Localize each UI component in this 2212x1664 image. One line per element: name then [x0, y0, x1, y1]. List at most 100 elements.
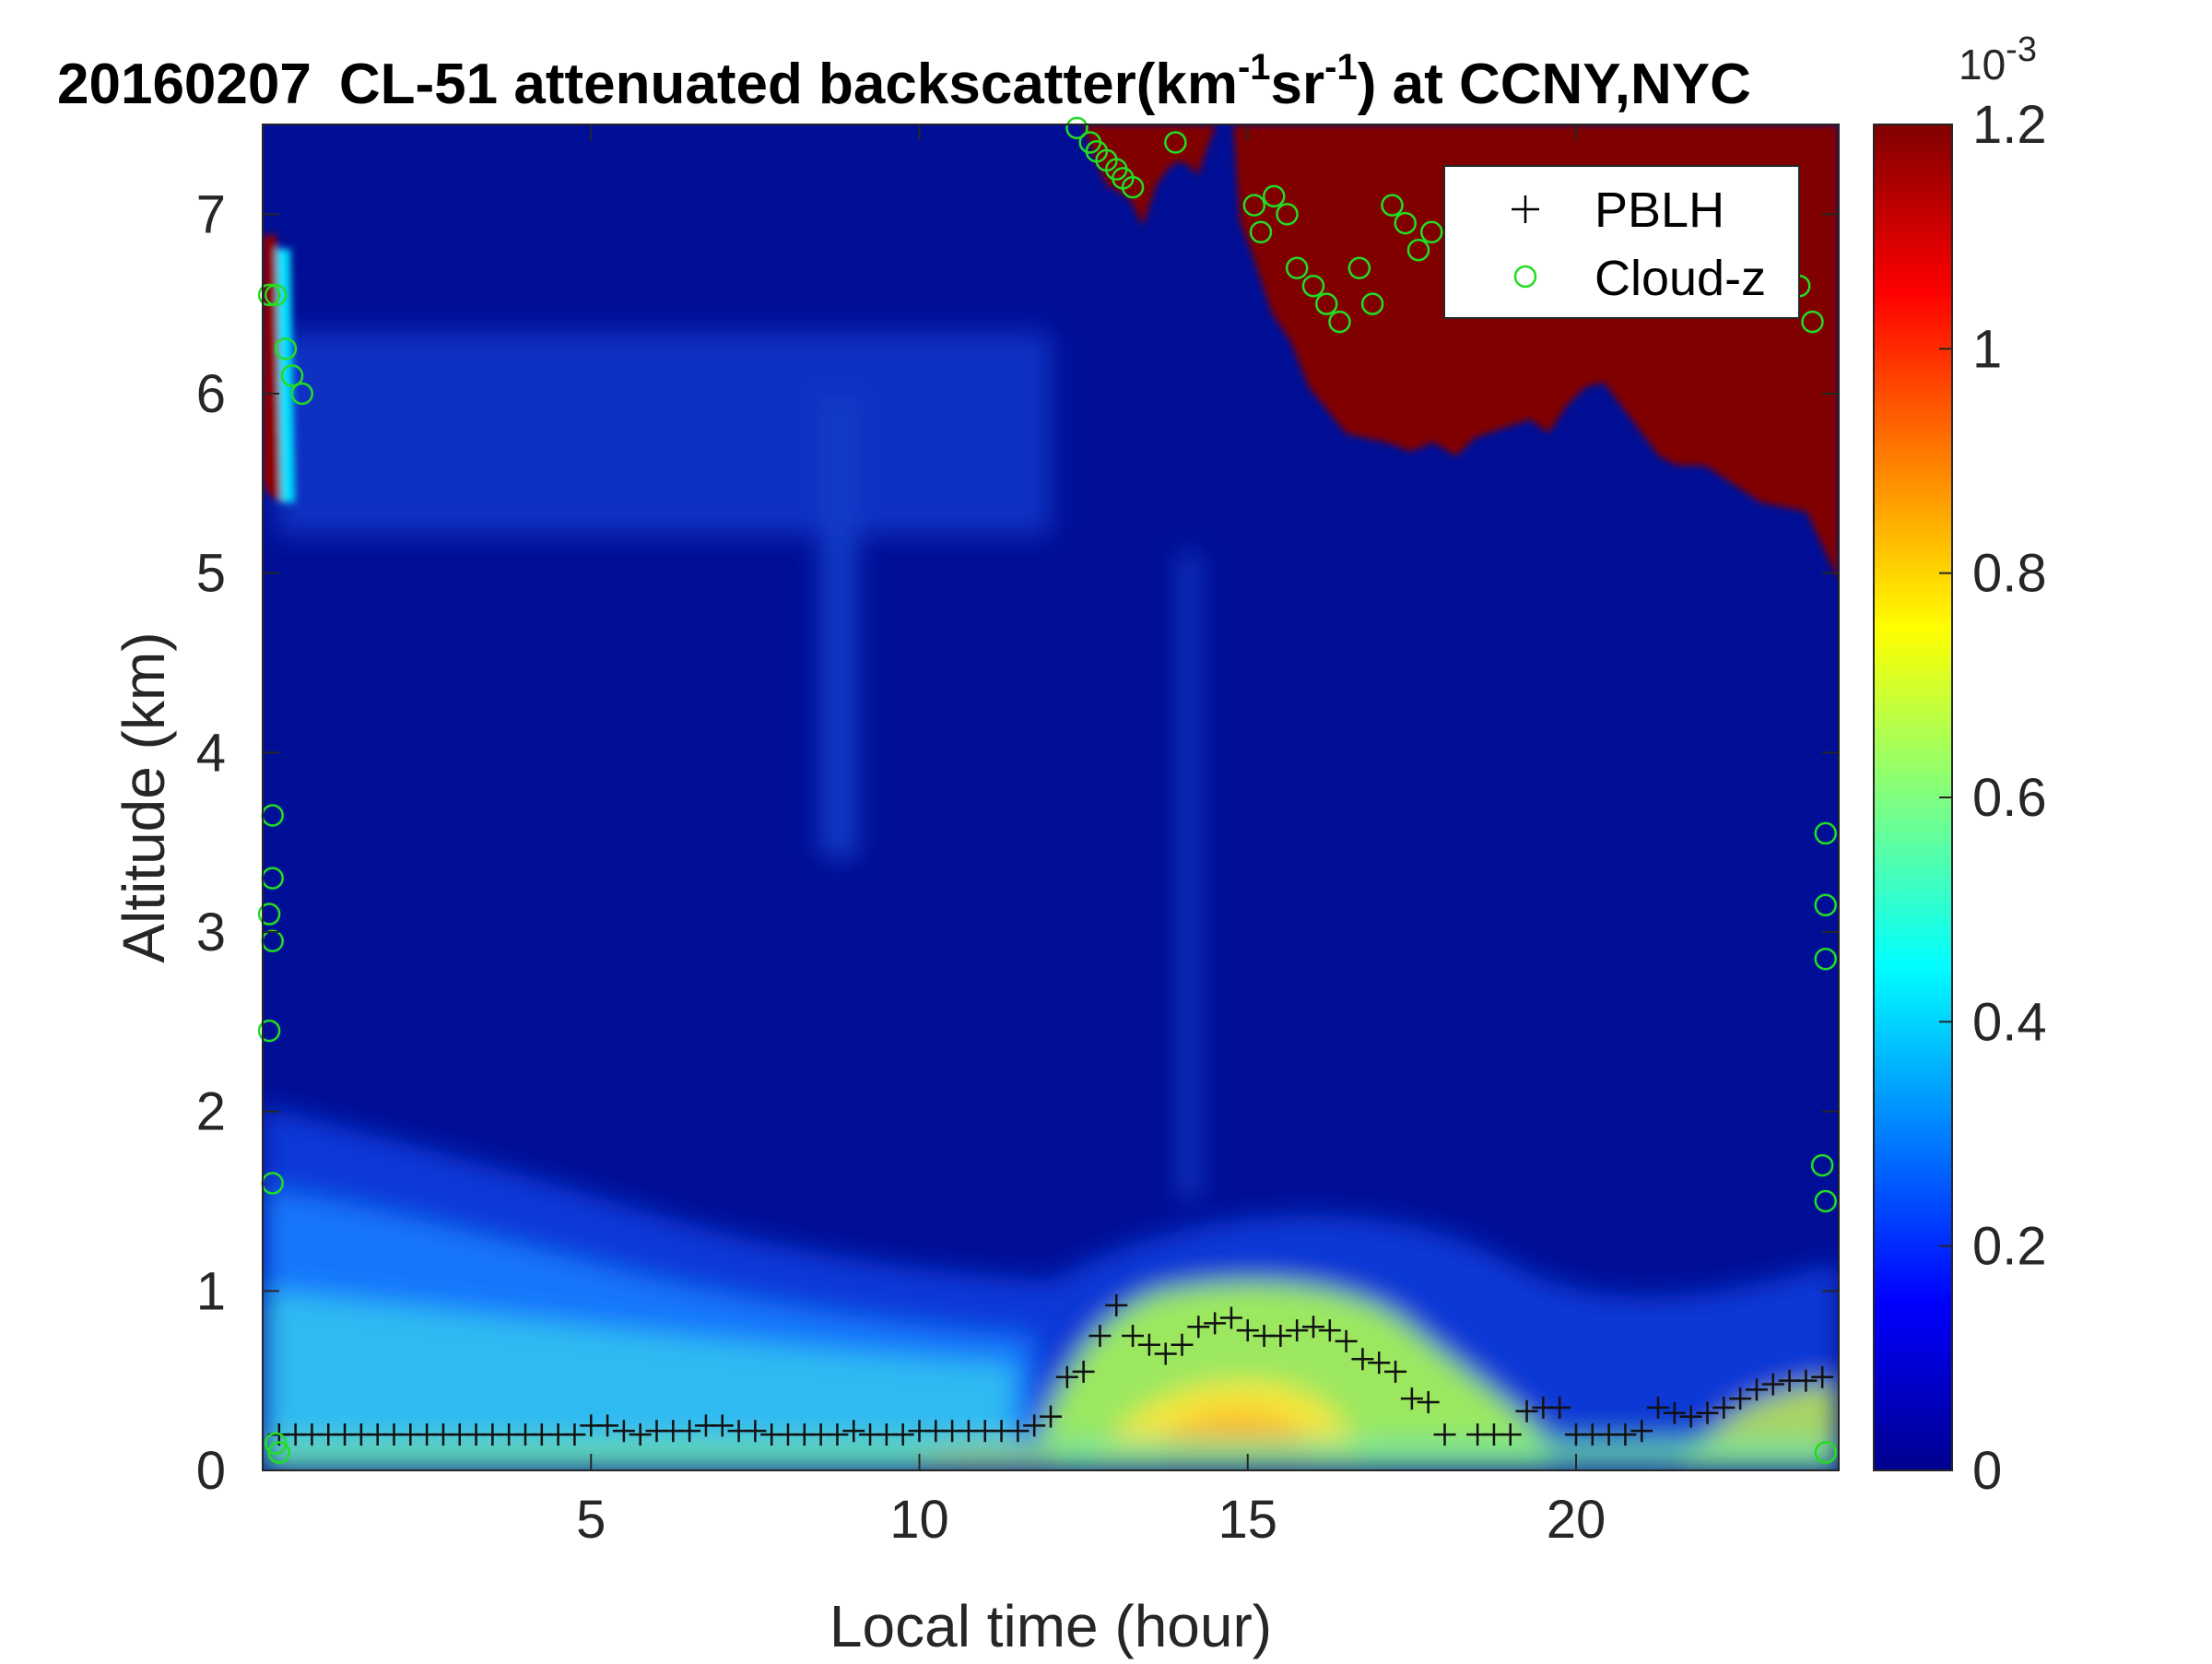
cloud-z-marker: [1814, 893, 1837, 917]
pblh-marker: [1236, 1319, 1259, 1342]
pblh-marker: [1137, 1333, 1160, 1356]
legend-cloud-marker: [1513, 265, 1537, 289]
cloud-z-series: [257, 116, 1837, 1464]
pblh-marker: [563, 1423, 586, 1446]
aerosol-layer: [263, 1106, 1839, 1470]
chart-title: 20160207 CL-51 attenuated backscatter(km-…: [57, 47, 1751, 116]
cloud-z-marker: [1164, 131, 1187, 154]
pblh-series: [267, 1293, 1834, 1446]
colorbar-exponent-power: -3: [2006, 30, 2037, 69]
pblh-marker: [1679, 1405, 1702, 1428]
cloud-z-marker: [1394, 211, 1417, 235]
pblh-marker: [1072, 1360, 1095, 1383]
cloud-z-marker: [1381, 194, 1404, 217]
colorbar: 0 0.2 0.4 0.6 0.8 1 1.2 10-3: [1873, 30, 2047, 1501]
pblh-marker: [1006, 1420, 1030, 1443]
cloud-z-marker: [257, 1019, 281, 1043]
cloud-z-marker: [1121, 175, 1145, 199]
pblh-marker: [1187, 1316, 1210, 1339]
pblh-marker: [596, 1414, 619, 1437]
pblh-marker: [1105, 1293, 1128, 1316]
cloud-z-marker: [257, 903, 281, 926]
pblh-marker: [744, 1420, 767, 1443]
pblh-marker: [1302, 1316, 1324, 1339]
colorbar-tick-label: 0.2: [1972, 1217, 2047, 1277]
pblh-marker: [1154, 1342, 1177, 1365]
cloud-z-marker: [1814, 1189, 1837, 1213]
pblh-marker: [1417, 1391, 1440, 1414]
pblh-marker: [612, 1420, 635, 1443]
cloud-z-marker: [265, 283, 288, 307]
legend-box: [1443, 165, 1800, 319]
title-date: 20160207: [57, 53, 312, 116]
pblh-marker: [842, 1420, 865, 1443]
pblh-marker: [826, 1423, 849, 1446]
pblh-marker: [1088, 1325, 1112, 1347]
x-tick-label: 20: [1547, 1490, 1606, 1550]
cloud-z-marker: [1301, 274, 1325, 298]
legend: PBLH Cloud-z: [1443, 165, 1800, 319]
cloud-z-marker: [1328, 310, 1351, 334]
plot-area: [263, 124, 1839, 1470]
pblh-marker: [1712, 1396, 1735, 1419]
cloud-z-marker: [1285, 256, 1309, 279]
pblh-marker: [1499, 1423, 1522, 1446]
y-tick-label: 6: [196, 364, 226, 424]
colorbar-tick-label: 0.6: [1972, 768, 2047, 828]
y-tick-label: 0: [196, 1441, 226, 1501]
cloud-z-marker: [1276, 203, 1299, 226]
colorbar-exponent: 10-3: [1959, 30, 2037, 89]
x-tick-label: 15: [1218, 1490, 1277, 1550]
cloud-z-marker: [1810, 1153, 1834, 1177]
pblh-marker: [1204, 1312, 1227, 1335]
pblh-marker: [1318, 1319, 1341, 1342]
cloud-z-marker: [257, 283, 281, 307]
cloud-z-marker: [274, 337, 298, 360]
y-axis-label: Altitude (km): [111, 631, 177, 962]
pblh-marker: [1286, 1319, 1309, 1342]
pblh-marker: [1515, 1399, 1538, 1422]
y-tick-label: 4: [196, 723, 226, 783]
legend-pblh-label: PBLH: [1594, 183, 1724, 238]
plot-frame: [262, 124, 1840, 1471]
cloud-z-marker: [280, 364, 304, 387]
y-tick-label: 1: [196, 1261, 226, 1321]
cloud-z-marker: [1315, 292, 1338, 315]
pblh-marker: [1269, 1325, 1292, 1347]
pblh-marker: [711, 1414, 734, 1437]
cloud-z-marker: [1420, 220, 1443, 244]
pblh-marker: [1023, 1414, 1046, 1437]
pblh-marker: [1351, 1348, 1374, 1371]
colorbar-tick-label: 0.4: [1972, 992, 2047, 1052]
x-tick-label: 10: [889, 1490, 949, 1550]
pblh-marker: [1122, 1325, 1145, 1347]
pblh-marker: [1614, 1423, 1637, 1446]
pblh-marker: [891, 1423, 914, 1446]
pblh-marker: [1696, 1401, 1719, 1424]
pblh-marker: [1384, 1360, 1407, 1383]
cloud-z-marker: [1065, 116, 1088, 140]
cloud-z-marker: [1249, 220, 1273, 244]
cloud-z-marker: [1814, 821, 1837, 845]
x-axis-ticks: 5 10 15 20: [576, 124, 1606, 1550]
y-tick-label: 5: [196, 544, 226, 604]
colorbar-tick-label: 0.8: [1972, 544, 2047, 604]
pblh-marker: [1548, 1396, 1571, 1419]
legend-cloud-label: Cloud-z: [1594, 251, 1766, 306]
cloud-z-marker: [1814, 947, 1837, 971]
y-tick-label: 3: [196, 903, 226, 962]
colorbar-exponent-base: 10: [1959, 41, 2006, 89]
pblh-marker: [1794, 1369, 1818, 1392]
pblh-marker: [1663, 1401, 1686, 1424]
pblh-marker: [1761, 1373, 1784, 1396]
cloud-z-marker: [267, 1441, 291, 1464]
cloud-z-marker: [290, 382, 313, 406]
cloud-z-marker: [1360, 292, 1384, 315]
cloud-z-marker: [1242, 194, 1266, 217]
cloud-z-marker: [1406, 239, 1430, 262]
pblh-marker: [1729, 1387, 1752, 1410]
x-tick-label: 5: [576, 1490, 606, 1550]
colorbar-ticks: 0 0.2 0.4 0.6 0.8 1 1.2: [1939, 95, 2047, 1501]
